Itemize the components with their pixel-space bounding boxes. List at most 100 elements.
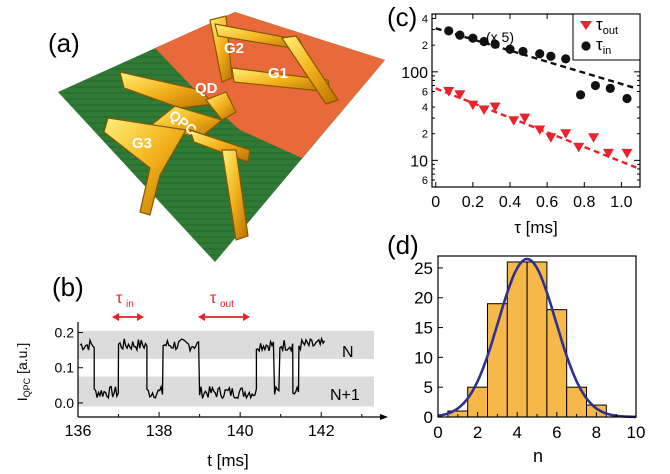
y-major-label-0: 10 [410, 153, 428, 170]
x-tick-label-1: 2 [473, 423, 482, 442]
point-in-3 [479, 36, 489, 47]
y-tick-label-0: 0.0 [55, 395, 75, 411]
point-in-10 [575, 90, 586, 100]
point-in-12 [605, 83, 615, 93]
state-bands [78, 330, 374, 407]
point-out-12 [602, 148, 614, 159]
x-tick-label-3: 0.6 [536, 194, 558, 211]
x-tick-label-3: 6 [552, 423, 561, 442]
point-in-11 [590, 80, 601, 91]
legend-label-out: τout [596, 15, 618, 37]
x-axis-arrow [380, 414, 388, 420]
point-out-11 [588, 133, 600, 143]
x-tick-label-4: 0.8 [573, 194, 595, 211]
x-tick-label-3: 142 [308, 423, 335, 440]
x-tick-label-5: 10 [627, 423, 646, 442]
gate-label-g2: G2 [224, 40, 244, 57]
x-tick-label-1: 0.2 [462, 194, 484, 211]
legend-marker-out [580, 21, 592, 30]
y-tick-label-5: 25 [414, 259, 433, 278]
x-tick-label-4: 8 [592, 423, 601, 442]
gate-label-g1: G1 [268, 65, 288, 82]
label-qd: QD [195, 80, 218, 97]
point-in-8 [546, 51, 556, 61]
y-tick-label-2: 0.2 [55, 325, 75, 341]
y-major-label-1: 100 [401, 65, 428, 82]
gate-electrodes [103, 15, 339, 241]
point-out-4 [489, 102, 501, 113]
panel-b: 136 138 140 142 0.0 0.1 0.2 t [ms] IQPC [a.u.] N… [14, 290, 388, 470]
point-in-4 [490, 39, 500, 49]
svg-text:τ: τ [210, 290, 217, 307]
point-in-7 [535, 49, 545, 59]
state-band-1 [78, 376, 374, 407]
point-in-6 [518, 46, 528, 57]
gaussian-fit [437, 257, 637, 419]
x-tick-label-2: 0.4 [499, 194, 521, 211]
point-out-1 [454, 90, 466, 100]
y-minor-label-13: 4 [422, 14, 428, 26]
y-tick-label-1: 0.1 [55, 360, 75, 376]
point-out-2 [467, 100, 479, 111]
panel-c-axes: 0 0.2 0.4 0.6 0.8 1.0 10 100 6 2 4 6 2 4 τ [ms] [401, 13, 641, 237]
panel-label-a: (a) [48, 28, 80, 58]
point-in-0 [444, 26, 454, 36]
panel-a: G2 G1 QD QPC G3 [58, 12, 385, 262]
histogram-bar-6 [566, 386, 588, 418]
panel-label-b: (b) [52, 272, 84, 302]
point-out-13 [621, 148, 633, 159]
scale-annotation: (x 5) [486, 29, 514, 45]
state-band-0 [78, 330, 374, 359]
x-tick-label-0: 0 [431, 194, 440, 211]
y-minor-label-4: 2 [422, 129, 428, 141]
panel-b-axes: 136 138 140 142 0.0 0.1 0.2 t [ms] IQPC [a.u.] [14, 322, 388, 470]
x-tick-label-2: 140 [227, 423, 254, 440]
tau-out-annotation: τ out [198, 290, 250, 321]
x-axis-label: t [ms] [207, 451, 249, 470]
current-trace [79, 336, 326, 400]
point-in-13 [622, 93, 632, 104]
point-out-7 [534, 125, 546, 136]
x-axis-label: n [533, 446, 543, 466]
y-tick-label-3: 15 [414, 319, 433, 338]
point-out-5 [508, 116, 520, 126]
x-axis-label: τ [ms] [514, 218, 558, 237]
panel-label-c: (c) [387, 2, 417, 32]
point-in-1 [455, 30, 465, 40]
point-out-0 [443, 86, 455, 97]
state-label-n-plus-1: N+1 [330, 387, 360, 404]
point-out-6 [519, 113, 531, 124]
y-axis-label: IQPC [a.u.] [14, 343, 32, 401]
x-tick-label-0: 136 [65, 423, 92, 440]
y-tick-label-4: 20 [414, 289, 433, 308]
plot-frame [431, 13, 641, 188]
y-minor-label-11: 2 [422, 40, 428, 52]
x-tick-label-0: 0 [433, 423, 442, 442]
x-tick-label-5: 1.0 [610, 194, 632, 211]
legend-label-in: τin [596, 35, 611, 57]
data-points [443, 26, 633, 159]
svg-text:τ: τ [116, 290, 123, 307]
tau-in-annotation: τ in [112, 290, 144, 321]
point-out-8 [545, 133, 557, 143]
gate-label-g3: G3 [132, 135, 152, 152]
point-in-5 [505, 44, 515, 54]
x-tick-label-1: 138 [146, 423, 173, 440]
y-tick-label-0: 0 [424, 408, 433, 427]
point-in-9 [561, 54, 571, 64]
panel-d-axes: 0 2 4 6 8 10 0 5 10 15 20 25 n [414, 255, 646, 466]
y-tick-label-2: 10 [414, 348, 433, 367]
state-label-n: N [342, 344, 354, 361]
y-tick-label-1: 5 [424, 378, 433, 397]
svg-text:out: out [220, 299, 234, 310]
point-out-9 [560, 129, 572, 139]
panel-d: 0 2 4 6 8 10 0 5 10 15 20 25 n [414, 255, 646, 466]
y-minor-label-0: 6 [422, 175, 428, 187]
y-minor-label-6: 4 [422, 102, 428, 114]
svg-text:in: in [126, 299, 134, 310]
panel-label-d: (d) [387, 230, 419, 260]
point-out-10 [573, 142, 585, 153]
legend-marker-in [581, 41, 591, 51]
x-tick-label-2: 4 [512, 423, 521, 442]
